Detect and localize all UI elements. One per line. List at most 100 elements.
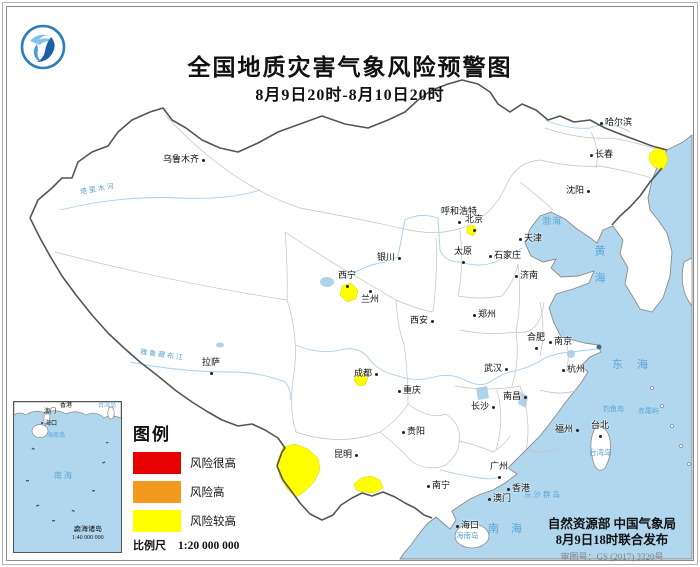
risk-area-云南南部	[353, 475, 384, 494]
inset-geo-label: 海南岛	[47, 433, 66, 439]
city-dot	[589, 153, 593, 157]
city-dot	[497, 475, 501, 479]
legend-item: 风险高	[133, 481, 236, 503]
city-label: 澳门	[493, 493, 512, 503]
city-label: 呼和浩特	[440, 206, 477, 216]
inset-geo-label: 南 海	[54, 471, 72, 480]
city-dot	[561, 368, 565, 372]
inset-geo-label: 香港	[60, 403, 73, 409]
islands	[454, 257, 693, 549]
city-label: 贵阳	[407, 426, 426, 436]
city-label: 西宁	[337, 270, 356, 280]
city-dot	[506, 487, 510, 491]
city-label: 香港	[512, 483, 531, 493]
page-subtitle: 8月9日20时-8月10日20时	[255, 87, 445, 104]
city-label: 济南	[520, 270, 539, 280]
inset-haikou-dot	[41, 422, 43, 424]
city-label: 银川	[376, 252, 395, 262]
legend-item: 风险较高	[133, 510, 236, 532]
city-dot	[430, 319, 434, 323]
geo-label: 东沙群岛	[524, 490, 562, 499]
city-dot	[461, 260, 465, 264]
city-dot	[374, 372, 378, 376]
city-label: 天津	[524, 233, 543, 243]
city-dot	[548, 340, 552, 344]
city-dot	[598, 434, 602, 438]
risk-area-北京西部	[466, 224, 478, 237]
city-dot	[523, 395, 527, 399]
inset-island-marks	[26, 442, 109, 532]
legend: 图例 风险很高风险高风险较高	[133, 420, 236, 532]
legend-swatch	[133, 481, 181, 503]
legend-swatch	[133, 510, 181, 532]
city-label: 广州	[489, 461, 508, 471]
legend-label: 风险很高	[190, 458, 236, 470]
geo-label: 南海	[488, 523, 534, 535]
inset-geo-label: 南海诸岛	[74, 525, 102, 533]
issuer-block: 自然资源部 中国气象局 8月9日18时联合发布 审图号：GS (2017) 33…	[528, 517, 696, 563]
city-label: 台北	[590, 420, 609, 430]
city-label: 南京	[554, 336, 573, 346]
city-dot	[534, 346, 538, 350]
city-dot	[426, 484, 430, 488]
shanghai-urban-marker	[596, 344, 602, 350]
city-dot	[514, 274, 518, 278]
inset-geo-label: 海口	[45, 421, 58, 427]
city-label: 拉萨	[201, 357, 220, 367]
city-dot	[504, 367, 508, 371]
inset-geo-label: 1:40 000 000	[72, 535, 104, 541]
city-dot	[586, 189, 590, 193]
city-label: 重庆	[403, 385, 422, 395]
geo-label: 钓鱼岛	[603, 405, 624, 413]
city-label: 武汉	[483, 363, 502, 373]
issuer-agencies: 自然资源部 中国气象局	[547, 517, 677, 531]
legend-label: 风险较高	[190, 516, 236, 528]
geo-label: 台湾岛	[589, 448, 612, 457]
city-dot	[575, 428, 579, 432]
south-china-sea-inset: 香港 澳门 台湾岛 海口 海南岛南 海南海诸岛 1:40 000 000	[13, 401, 122, 553]
city-label: 石家庄	[494, 250, 522, 260]
inset-leizhou	[43, 413, 51, 425]
legend-label: 风险高	[190, 487, 225, 499]
city-label: 太原	[453, 246, 472, 256]
inset-hainan	[31, 424, 49, 438]
inset-coast	[14, 402, 121, 419]
page-title: 全国地质灾害气象风险预警图	[187, 55, 513, 80]
city-dot	[201, 158, 205, 162]
cma-logo	[20, 24, 66, 70]
inset-taiwan	[107, 406, 115, 420]
scale-value: 1:20 000 000	[178, 540, 240, 552]
city-label: 乌鲁木齐	[162, 154, 199, 164]
city-label: 哈尔滨	[605, 117, 633, 127]
national-border	[29, 79, 668, 521]
city-label: 合肥	[526, 332, 545, 342]
issue-time: 8月9日18时联合发布	[555, 532, 669, 547]
risk-area-青海东部	[339, 282, 359, 303]
province-borders	[54, 114, 666, 469]
city-dot	[397, 389, 401, 393]
city-dot	[209, 371, 213, 375]
scale-bar: 比例尺 1:20 000 000	[133, 537, 239, 553]
legend-item: 风险很高	[133, 452, 236, 474]
sea-area	[399, 134, 693, 560]
scale-label: 比例尺	[133, 540, 166, 552]
city-dot	[472, 313, 476, 317]
city-label: 沈阳	[565, 185, 584, 195]
city-label: 海口	[461, 520, 480, 530]
city-label: 长春	[595, 149, 614, 159]
risk-area-云南西部	[276, 443, 321, 498]
city-label: 郑州	[478, 309, 497, 319]
city-label: 杭州	[567, 364, 586, 374]
city-dot	[397, 256, 401, 260]
city-dot	[487, 497, 491, 501]
geo-label: 赤尾屿	[638, 407, 659, 415]
city-dot	[455, 524, 459, 528]
risk-areas-layer	[276, 146, 669, 498]
legend-heading: 图例	[133, 425, 171, 444]
rivers	[59, 119, 631, 480]
city-label: 长沙	[470, 401, 489, 411]
city-dot	[488, 254, 492, 258]
city-label: 南宁	[432, 480, 451, 490]
